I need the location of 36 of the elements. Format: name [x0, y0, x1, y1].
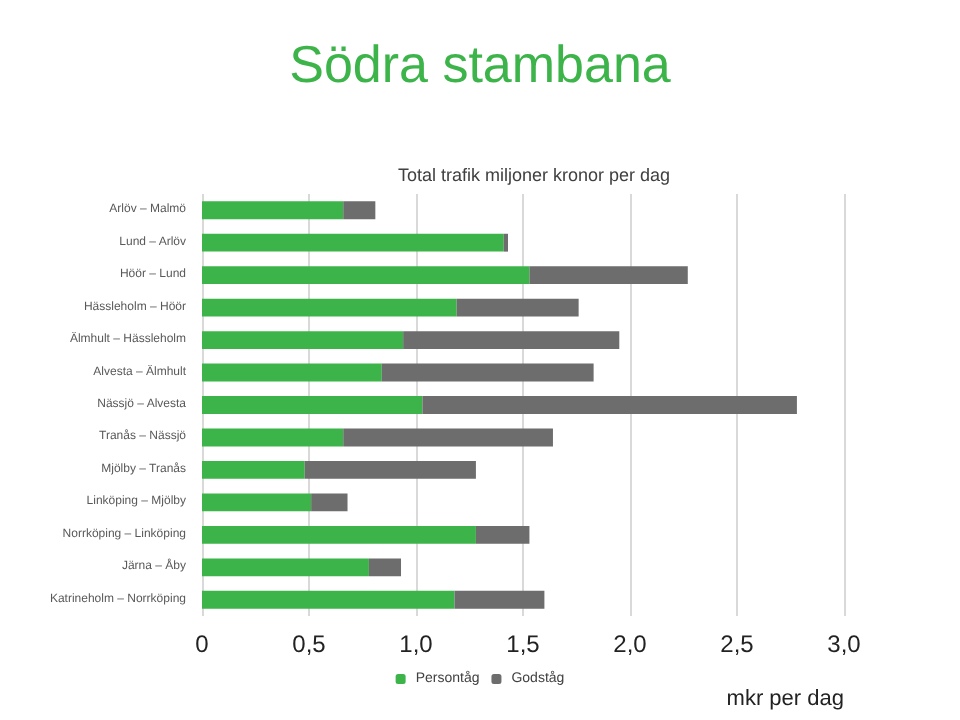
bar	[422, 396, 797, 414]
x-tick-label: 2,5	[720, 630, 755, 658]
bar	[202, 298, 457, 317]
bar	[343, 428, 553, 447]
bar	[454, 590, 545, 609]
x-tick-label: 2,0	[613, 630, 648, 658]
x-axis-title: mkr per dag	[726, 687, 844, 711]
bar	[529, 266, 688, 285]
bar	[202, 493, 312, 512]
x-tick-label: 1,5	[506, 630, 541, 658]
bar	[343, 201, 376, 220]
bar	[202, 201, 344, 220]
bar	[202, 461, 305, 479]
x-tick-label: 0	[195, 630, 210, 658]
bar	[202, 428, 344, 447]
bar	[202, 590, 455, 609]
bar	[403, 331, 620, 349]
bar	[381, 363, 594, 382]
bar	[202, 558, 369, 577]
chart-title: Södra stambana	[289, 34, 672, 94]
bar	[475, 525, 530, 544]
bar	[202, 331, 404, 349]
bar	[368, 558, 402, 577]
bar	[503, 233, 509, 252]
x-tick-label: 0,5	[292, 630, 327, 658]
bar	[304, 461, 476, 479]
bar	[202, 363, 382, 382]
x-tick-label: 1,0	[399, 630, 434, 658]
bar	[202, 525, 476, 544]
x-tick-label: 3,0	[827, 630, 862, 658]
bar	[311, 493, 348, 512]
chart-subtitle: Total trafik miljoner kronor per dag	[397, 165, 671, 185]
bar	[456, 298, 579, 317]
bar	[202, 396, 423, 414]
bar	[202, 233, 504, 252]
bar	[202, 266, 530, 285]
